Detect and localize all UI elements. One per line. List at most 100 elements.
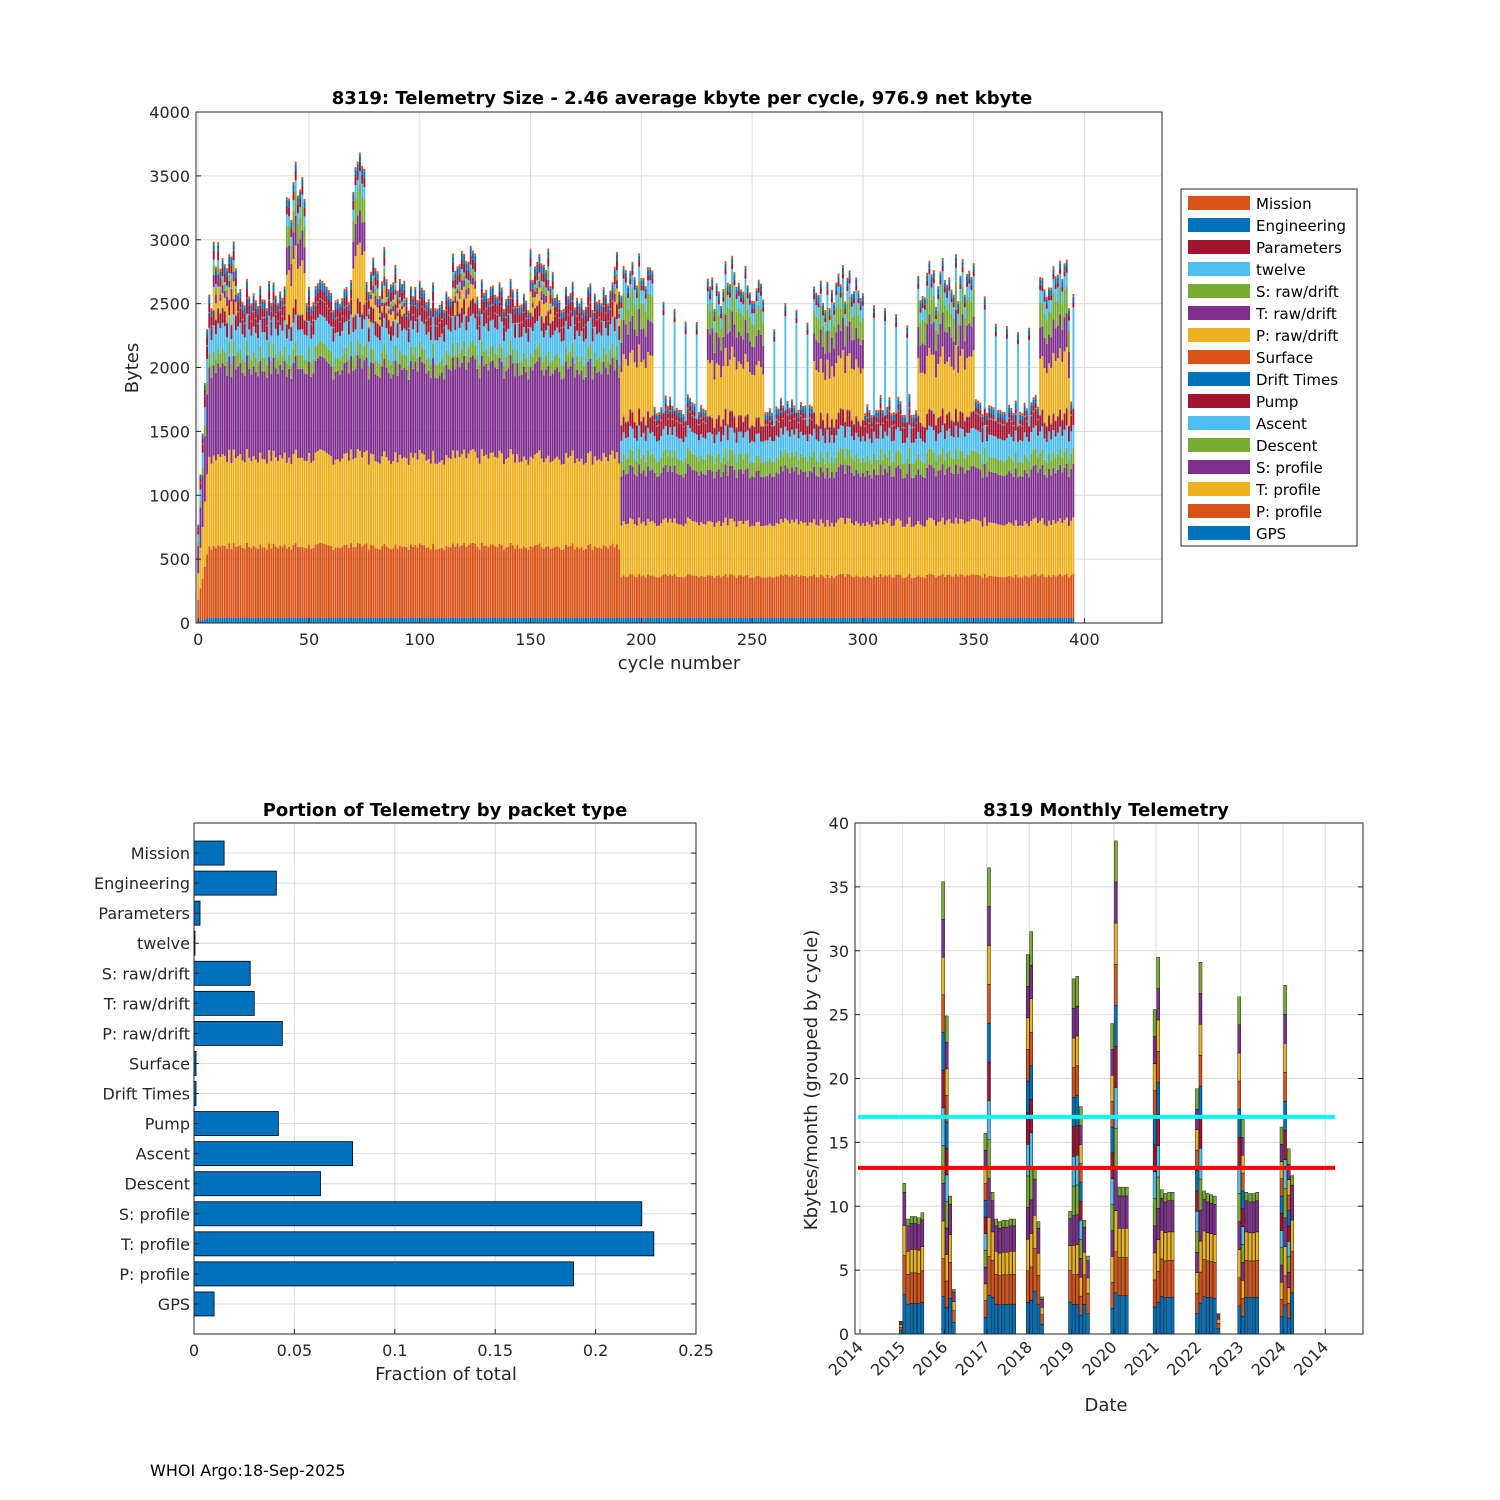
top-bar-segment xyxy=(440,303,443,310)
top-bar-segment xyxy=(633,423,636,439)
top-bar-segment xyxy=(992,421,995,437)
top-bar-segment xyxy=(983,309,986,408)
top-bar-segment xyxy=(476,315,479,330)
top-bar-segment xyxy=(345,305,348,306)
top-bar-segment xyxy=(359,317,361,344)
top-bar-segment xyxy=(826,330,829,360)
top-bar-segment xyxy=(465,298,468,316)
top-bar-segment xyxy=(966,617,968,623)
top-bar-segment xyxy=(760,425,762,427)
top-bar-segment xyxy=(700,417,703,419)
top-bar-segment xyxy=(325,286,328,290)
top-bar-segment xyxy=(669,399,672,405)
top-bar-segment xyxy=(937,293,940,299)
top-bar-segment xyxy=(926,467,929,521)
top-bar-segment xyxy=(425,359,428,374)
top-bar-segment xyxy=(930,299,933,325)
top-bar-segment xyxy=(939,415,942,417)
top-bar-segment xyxy=(700,418,703,435)
top-bar-segment xyxy=(308,453,310,545)
top-bar-segment xyxy=(454,314,457,316)
top-bar-segment xyxy=(509,617,512,623)
top-bar-segment xyxy=(897,399,900,405)
top-bar-segment xyxy=(250,335,253,361)
top-bar-segment xyxy=(301,368,304,458)
top-bar-segment xyxy=(582,318,585,327)
top-bar-segment xyxy=(992,414,995,420)
top-bar-segment xyxy=(655,526,658,578)
top-bar-segment xyxy=(496,354,499,369)
top-bar-segment xyxy=(977,414,980,415)
top-bar-segment xyxy=(345,361,348,454)
top-bar-segment xyxy=(290,237,293,246)
top-bar-segment xyxy=(567,315,570,330)
top-bar-segment xyxy=(986,577,988,618)
top-bar-segment xyxy=(489,305,492,307)
top-bar-segment xyxy=(290,326,293,328)
top-bar-segment xyxy=(994,473,997,524)
top-bar-segment xyxy=(957,313,960,325)
top-bar-segment xyxy=(409,346,412,362)
top-bar-segment xyxy=(888,410,891,412)
top-bar-segment xyxy=(516,322,519,349)
top-bar-segment xyxy=(281,356,284,370)
top-bar-segment xyxy=(627,437,629,459)
top-bar-segment xyxy=(697,424,700,426)
top-bar-segment xyxy=(458,546,461,618)
top-bar-segment xyxy=(429,463,432,550)
top-bar-segment xyxy=(396,316,399,323)
top-bar-segment xyxy=(325,306,328,321)
top-bar-segment xyxy=(352,317,355,319)
top-bar-segment xyxy=(447,369,450,458)
top-bar-segment xyxy=(979,402,982,406)
top-bar-segment xyxy=(651,273,654,279)
top-bar-segment xyxy=(270,617,273,623)
top-bar-segment xyxy=(283,361,286,453)
top-bar-segment xyxy=(906,421,909,423)
top-bar-segment xyxy=(452,357,454,451)
top-bar-segment xyxy=(760,295,762,309)
top-bar-segment xyxy=(620,440,623,462)
top-bar-segment xyxy=(503,326,505,328)
top-bar-segment xyxy=(496,314,499,315)
top-bar-segment xyxy=(875,576,878,618)
top-bar-segment xyxy=(974,451,977,468)
top-bar-segment xyxy=(633,524,636,577)
top-bar-segment xyxy=(870,577,873,618)
top-bar-segment xyxy=(467,261,470,265)
top-bar-segment xyxy=(553,356,556,370)
top-bar-segment xyxy=(392,301,395,307)
top-bar-segment xyxy=(746,414,749,415)
top-bar-segment xyxy=(731,518,734,575)
top-bar-segment xyxy=(819,617,822,623)
top-bar-segment xyxy=(576,458,579,548)
top-bar-segment xyxy=(751,461,754,477)
top-bar-segment xyxy=(206,337,209,346)
top-bar-segment xyxy=(454,296,457,304)
top-bar-segment xyxy=(782,434,785,457)
top-bar-segment xyxy=(292,308,295,323)
top-bar-segment xyxy=(593,456,596,547)
top-bar-segment xyxy=(726,425,729,441)
top-bar-segment xyxy=(421,305,423,307)
top-bar-segment xyxy=(932,269,935,273)
top-bar-segment xyxy=(589,617,592,623)
top-bar-segment xyxy=(977,403,980,409)
top-bar-segment xyxy=(713,379,716,428)
top-bar-segment xyxy=(848,449,851,466)
top-bar-segment xyxy=(576,316,579,317)
top-bar-segment xyxy=(937,298,940,311)
top-bar-segment xyxy=(257,308,259,315)
top-bar-segment xyxy=(303,617,306,623)
top-bar-segment xyxy=(673,322,676,410)
top-bar-segment xyxy=(892,476,895,526)
top-bar-segment xyxy=(277,321,279,322)
top-bar-segment xyxy=(254,547,257,618)
top-bar-segment xyxy=(385,279,388,282)
top-bar-segment xyxy=(972,518,975,575)
top-bar-segment xyxy=(385,328,388,354)
top-bar-segment xyxy=(744,278,747,293)
top-bar-segment xyxy=(932,430,935,453)
top-bar-segment xyxy=(522,327,525,353)
top-bar-segment xyxy=(421,362,423,454)
